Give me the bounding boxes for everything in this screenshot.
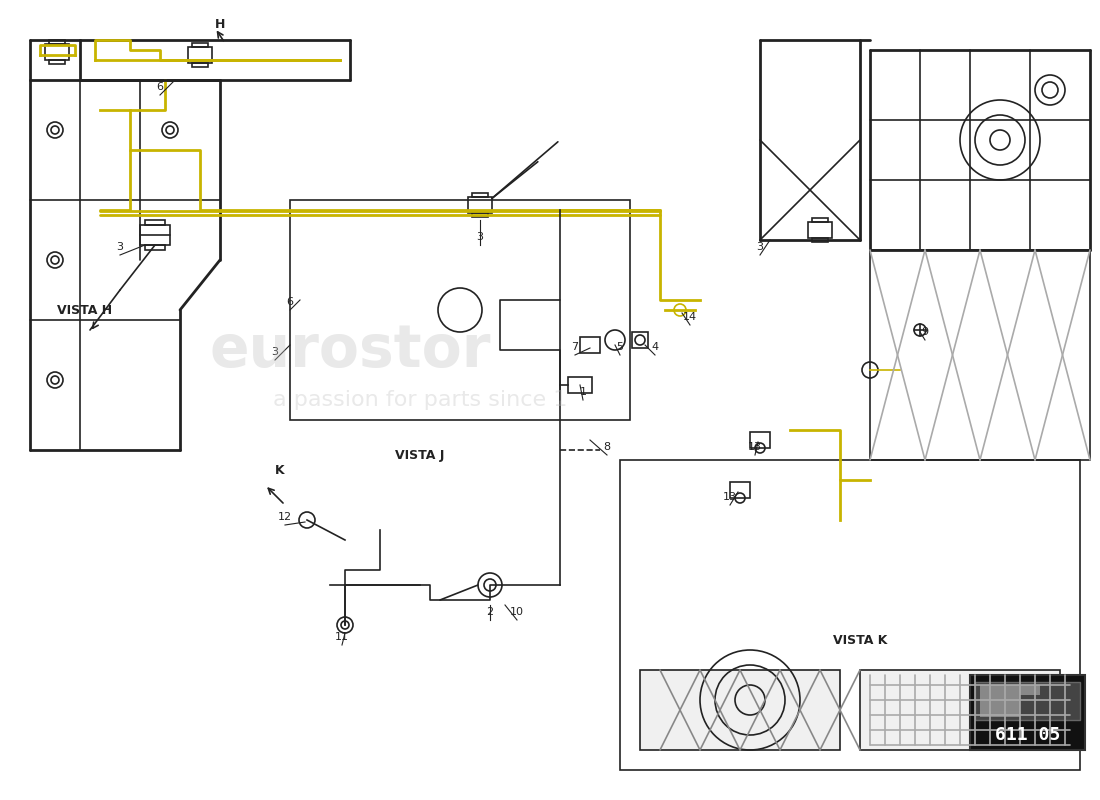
Bar (192, 43, 208, 47)
Text: 3: 3 (476, 232, 484, 242)
Text: 6: 6 (156, 82, 164, 92)
Text: 611 05: 611 05 (994, 726, 1060, 744)
Text: 3: 3 (272, 347, 278, 357)
Text: 7: 7 (571, 342, 579, 352)
Polygon shape (980, 685, 1040, 717)
Text: 11: 11 (336, 632, 349, 642)
Bar (290, 200, 630, 420)
Bar (568, 377, 592, 393)
Text: 8: 8 (604, 442, 611, 452)
Bar (860, 670, 1060, 750)
Bar (730, 482, 750, 498)
Text: H: H (214, 18, 225, 31)
Bar (468, 197, 492, 213)
Bar (870, 250, 1090, 460)
Bar (640, 670, 840, 750)
Text: 2: 2 (486, 607, 494, 617)
Text: 13: 13 (748, 442, 762, 452)
Bar (580, 337, 600, 353)
Bar (812, 238, 828, 242)
Text: 10: 10 (510, 607, 524, 617)
Bar (50, 40, 65, 44)
Text: 1: 1 (580, 387, 586, 397)
Text: 6: 6 (286, 297, 294, 307)
Text: K: K (275, 463, 285, 477)
Bar (808, 222, 832, 238)
Text: 3: 3 (117, 242, 123, 252)
Text: a passion for parts since 1: a passion for parts since 1 (273, 390, 568, 410)
Text: 9: 9 (922, 327, 928, 337)
Bar (188, 47, 212, 63)
Text: VISTA J: VISTA J (395, 449, 444, 462)
Text: VISTA H: VISTA H (57, 303, 112, 317)
Bar (632, 332, 648, 348)
Bar (812, 218, 828, 222)
Text: 12: 12 (278, 512, 293, 522)
Text: 14: 14 (683, 312, 697, 322)
Bar (145, 245, 165, 250)
Bar (140, 225, 170, 245)
Bar (192, 63, 208, 67)
Bar (975, 682, 1080, 720)
Bar (472, 193, 488, 197)
Text: 4: 4 (651, 342, 659, 352)
Bar (750, 432, 770, 448)
Bar (620, 460, 1080, 770)
Bar (970, 675, 1085, 750)
Text: 3: 3 (757, 242, 763, 252)
Text: 5: 5 (616, 342, 624, 352)
Text: 13: 13 (723, 492, 737, 502)
Bar (472, 213, 488, 217)
Text: eurostor: eurostor (209, 322, 491, 378)
Bar (145, 220, 165, 225)
Bar (45, 44, 69, 60)
Bar (50, 60, 65, 64)
Text: VISTA K: VISTA K (833, 634, 888, 646)
